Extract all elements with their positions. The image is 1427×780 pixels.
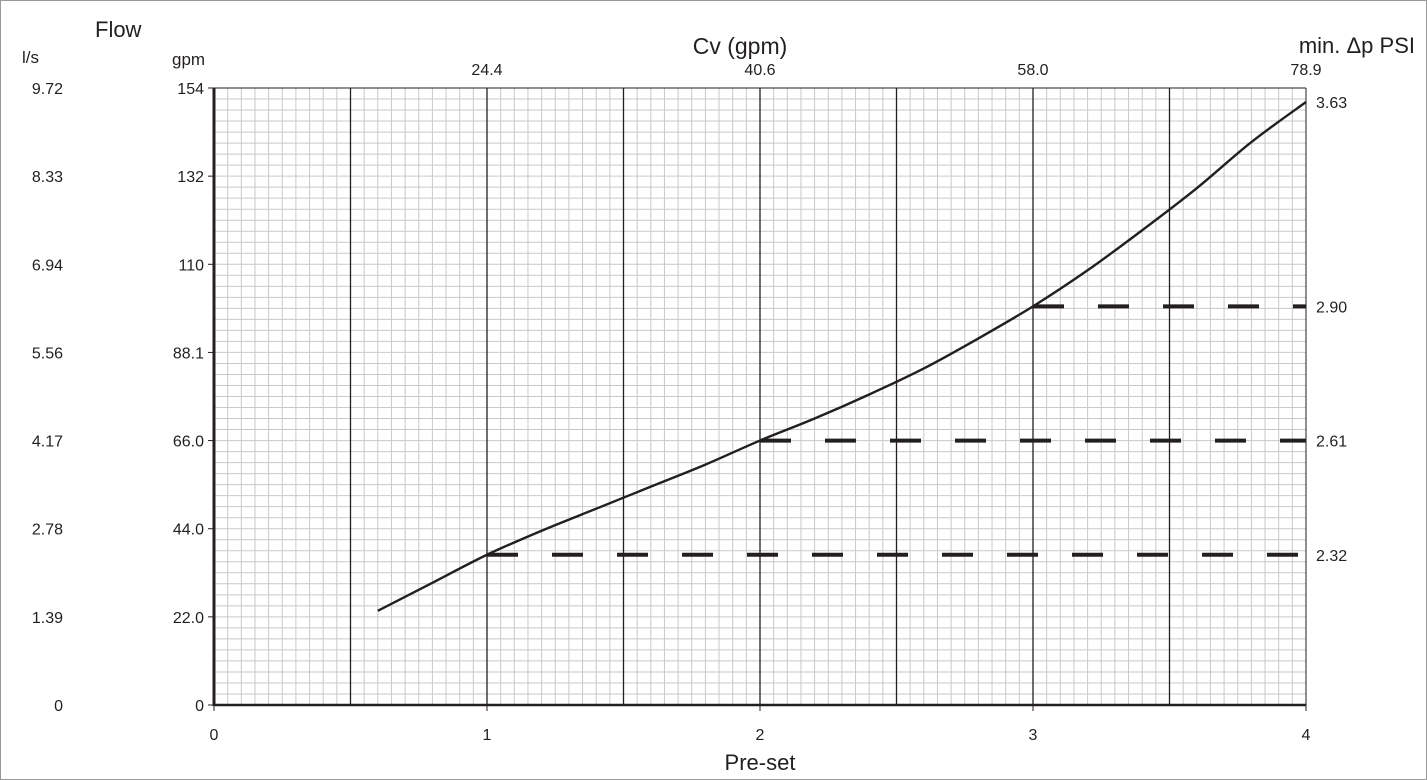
dp-tick-label: 2.32 [1316,548,1347,565]
gpm-tick-label: 154 [177,81,204,98]
x-tick-label: 3 [1029,727,1038,744]
x-axis-title: Pre-set [724,750,796,775]
gpm-tick-label: 0 [195,698,204,715]
dp-tick-label: 2.61 [1316,434,1347,451]
flow-curve-line [377,101,1307,612]
cv-tick-label: 24.4 [471,62,502,79]
ls-tick-label: 2.78 [32,522,63,539]
ls-tick-label: 0 [54,698,63,715]
x-tick-label: 0 [210,727,219,744]
dp-tick-label: 2.90 [1316,299,1347,316]
x-tick-label: 1 [483,727,492,744]
gpm-tick-label: 110 [178,257,204,274]
left-axis-gpm-unit: gpm [172,50,206,69]
flow-label: Flow [95,17,142,42]
gpm-tick-label: 88.1 [173,345,204,362]
gpm-tick-label: 132 [177,169,204,186]
x-tick-label: 4 [1302,727,1311,744]
ls-tick-label: 8.33 [32,169,63,186]
ls-tick-label: 1.39 [32,610,63,627]
cv-tick-label: 58.0 [1017,62,1048,79]
ls-tick-label: 9.72 [32,81,63,98]
gpm-tick-label: 66.0 [173,434,204,451]
x-tick-label: 2 [756,727,765,744]
top-axis-title: Cv (gpm) [692,33,788,59]
dp-tick-label: 3.63 [1316,95,1347,112]
cv-tick-label: 78.9 [1290,62,1321,79]
ls-tick-label: 6.94 [32,257,63,274]
gpm-tick-label: 44.0 [173,522,204,539]
gpm-tick-label: 22.0 [173,610,204,627]
left-axis-ls-unit: l/s [22,48,39,67]
cv-tick-label: 40.6 [744,62,775,79]
ls-tick-label: 5.56 [32,345,63,362]
right-axis-title: min. Δp PSI [1298,33,1415,58]
ls-tick-label: 4.17 [32,434,63,451]
